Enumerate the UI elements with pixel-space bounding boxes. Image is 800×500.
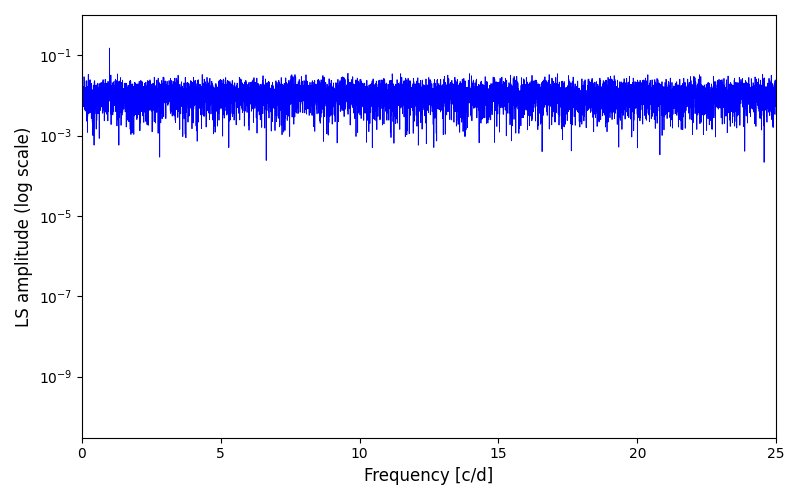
Y-axis label: LS amplitude (log scale): LS amplitude (log scale)	[15, 126, 33, 326]
X-axis label: Frequency [c/d]: Frequency [c/d]	[364, 467, 494, 485]
